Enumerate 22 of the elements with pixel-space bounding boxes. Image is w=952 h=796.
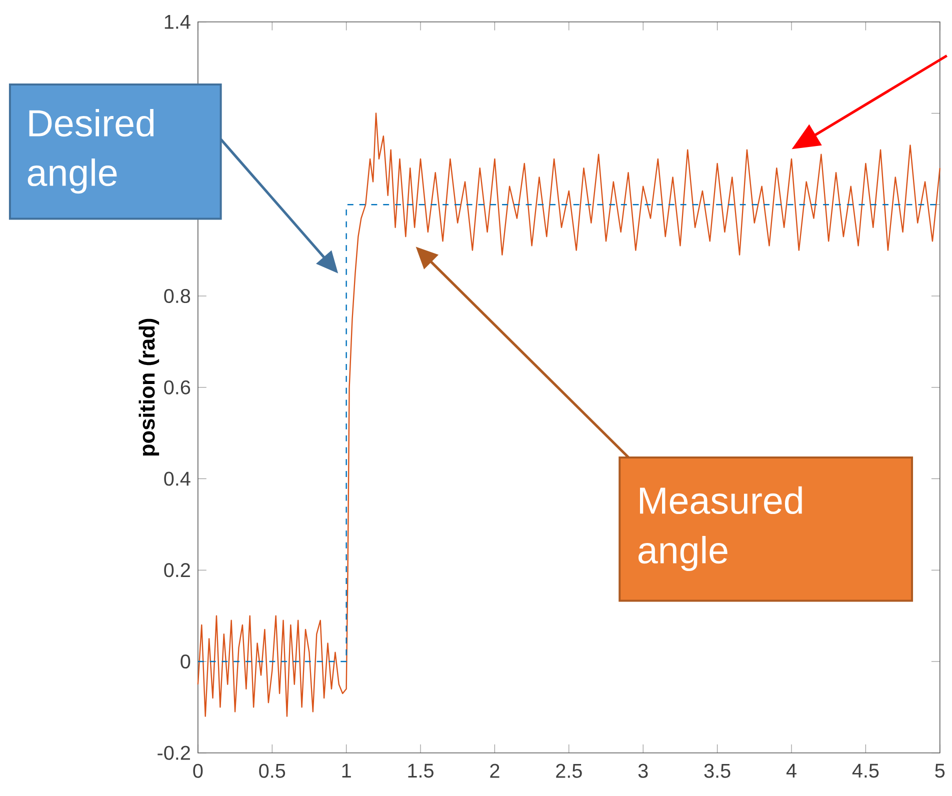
x-tick-label: 1.5 [408,764,434,778]
y-tick-label: 1.4 [164,15,190,29]
y-tick-label: 0.2 [164,563,190,578]
x-tick-label: 1 [342,764,351,778]
y-axis-title: position (rad) [138,319,160,456]
y-tick-label: 0 [180,654,190,669]
x-tick-label: 4.5 [852,764,879,778]
x-tick-label: 0.5 [259,764,286,778]
annotation: Measured angle [638,486,802,572]
x-tick-label: 2.5 [556,764,582,778]
y-tick-label: 0.8 [164,289,190,304]
x-tick-label: 0 [193,764,203,778]
x-tick-label: 2 [490,764,500,778]
y-tick-label: 0.6 [164,380,190,395]
text: Desired angle [28,109,154,194]
x-tick-label: 4 [786,764,796,778]
line-series [197,112,940,718]
x-tick-label: 3 [638,764,648,778]
y-tick-label: -0.2 [158,746,190,760]
x-tick-label: 5 [935,764,945,778]
x-tick-label: 3.5 [704,764,730,778]
y-tick-label: 0.4 [164,472,190,486]
